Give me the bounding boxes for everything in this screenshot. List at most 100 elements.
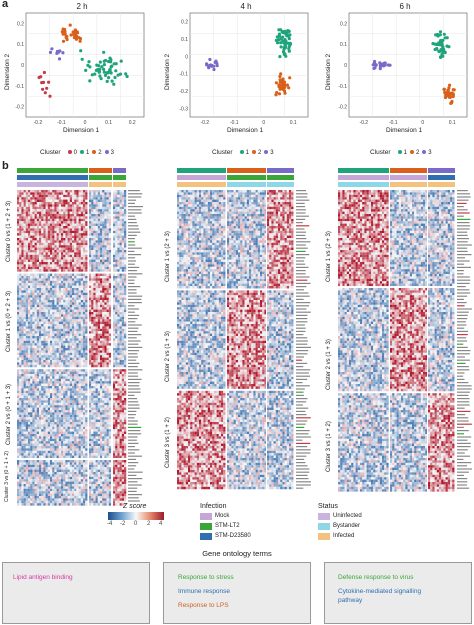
heatmap-cell [102,357,105,361]
heatmap-cell [85,223,88,227]
heatmap-cell [97,209,101,212]
heatmap-cell [32,422,35,425]
heatmap-cell [58,216,62,219]
heatmap-cell [47,254,51,258]
heatmap-cell [89,378,92,382]
point-cluster-0 [43,91,47,95]
heatmap-cell [95,262,98,265]
heatmap-cell [65,290,68,293]
heatmap-cell [56,292,59,296]
heatmap-cell [58,314,62,317]
cluster-legend-6h: Cluster 1 2 3 [370,141,432,156]
heatmap-cell [28,407,31,411]
heatmap-cell [65,297,68,301]
heatmap-cell [117,412,120,415]
heatmap-cell [58,209,62,212]
heatmap-cell [47,312,51,315]
heatmap-cell [119,230,122,234]
heatmap-cell [47,206,51,210]
heatmap-cell [115,374,118,377]
heatmap-cell [36,383,40,387]
heatmap-cell [95,283,98,286]
heatmap-cell [76,355,79,358]
heatmap-cell [67,340,70,344]
heatmap-cell [121,340,125,344]
heatmap-cell [108,197,112,200]
heatmap-cell [39,336,42,339]
heatmap-cell [23,245,26,248]
heatmap-cell [121,273,125,277]
heatmap-cell [121,352,125,356]
heatmap-cell [72,288,75,291]
heatmap-cell [78,290,81,293]
heatmap-cell [117,211,120,215]
heatmap-cell [97,414,101,418]
heatmap-cell [115,393,118,396]
heatmap-cell [43,276,46,279]
heatmap-cell [78,276,81,279]
heatmap-cell [41,405,44,408]
heatmap-cell [65,194,68,198]
heatmap-cell [54,326,57,329]
heatmap-cell [17,302,20,305]
heatmap-cell [61,374,64,377]
heatmap-cell [21,324,24,327]
heatmap-cell [104,216,107,219]
heatmap-cell [19,393,22,396]
heatmap-cell [69,357,73,361]
heatmap-cell [45,390,48,394]
heatmap-cell [74,395,77,399]
heatmap-cell [28,194,31,198]
heatmap-cell [95,218,98,222]
point-cluster-1 [113,75,117,80]
heatmap-cell [69,378,73,382]
heatmap-cell [106,226,109,229]
heatmap-cell [65,407,68,411]
heatmap-cell [124,352,127,356]
heatmap-cell [72,307,75,310]
heatmap-cell [74,393,77,396]
heatmap-cell [124,400,127,403]
y-tick-label: -0.1 [15,84,24,90]
heatmap-cell [45,304,48,308]
heatmap-cell [121,343,125,346]
heatmap-cell [47,204,51,207]
heatmap-cell [106,410,109,413]
heatmap-cell [28,211,31,215]
heatmap-cell [65,328,68,332]
heatmap-cell [72,254,75,258]
heatmap-cell [117,345,120,349]
heatmap-cell [23,242,26,246]
heatmap-cell [72,228,75,231]
heatmap-cell [19,307,22,310]
heatmap-cell [23,336,26,339]
heatmap-cell [113,390,116,394]
heatmap-cell [72,383,75,387]
heatmap-cell [17,343,20,346]
heatmap-cell [25,400,29,403]
heatmap-cell [21,355,24,358]
heatmap-cell [30,319,33,322]
heatmap-cell [74,336,77,339]
heatmap-cell [47,314,51,317]
heatmap-cell [83,307,86,310]
heatmap-cell [65,355,68,358]
heatmap-cell [102,228,105,231]
heatmap-cell [78,254,81,258]
heatmap-cell [65,386,68,389]
heatmap-cell [47,331,51,334]
heatmap-cell [85,393,88,396]
heatmap-cell [100,297,103,301]
heatmap-cell [93,211,96,215]
heatmap-cell [95,369,98,372]
heatmap-cell [58,326,62,329]
heatmap-cell [108,262,112,265]
heatmap-cell [56,199,59,203]
heatmap-cell [25,297,29,301]
heatmap-cell [52,319,55,322]
heatmap-cell [17,262,20,265]
heatmap-cell [32,197,35,200]
heatmap-cell [72,400,75,403]
heatmap-cell [76,362,79,365]
heatmap-cell [21,211,24,215]
